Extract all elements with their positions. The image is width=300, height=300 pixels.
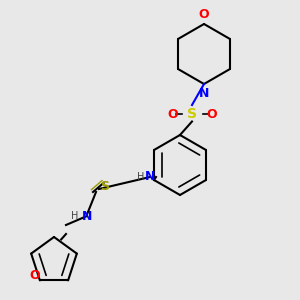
Text: O: O	[29, 269, 40, 282]
Text: S: S	[187, 107, 197, 121]
Text: N: N	[82, 209, 92, 223]
Text: O: O	[206, 107, 217, 121]
Text: H: H	[137, 172, 145, 182]
Text: N: N	[199, 87, 209, 100]
Text: O: O	[199, 8, 209, 21]
Text: O: O	[167, 107, 178, 121]
Text: N: N	[145, 170, 155, 184]
Text: H: H	[71, 211, 79, 221]
Text: S: S	[100, 179, 109, 193]
